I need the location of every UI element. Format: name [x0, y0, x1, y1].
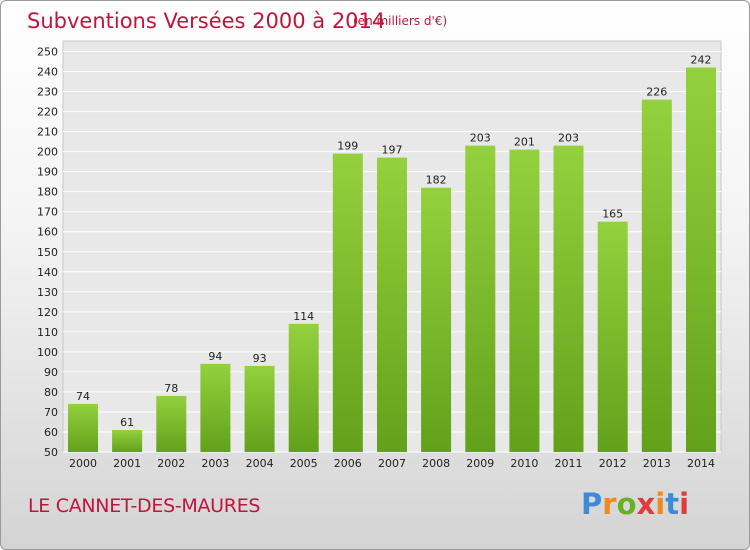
chart-title: Subventions Versées 2000 à 2014 [27, 9, 386, 33]
y-tick-label: 70 [44, 406, 58, 419]
bar-2007 [377, 157, 407, 452]
value-label-2009: 203 [470, 132, 491, 145]
y-tick-label: 150 [37, 246, 58, 259]
value-label-2005: 114 [293, 310, 314, 323]
y-tick-label: 180 [37, 186, 58, 199]
y-tick-label: 250 [37, 46, 58, 59]
value-label-2001: 61 [120, 416, 134, 429]
x-tick-label-2010: 2010 [510, 457, 538, 470]
y-tick-label: 210 [37, 126, 58, 139]
logo-letter: i [655, 487, 666, 521]
bar-2013 [641, 99, 672, 452]
y-tick-label: 240 [37, 66, 58, 79]
bar-2012 [597, 221, 628, 452]
x-tick-label-2012: 2012 [599, 457, 627, 470]
y-tick-label: 120 [37, 306, 58, 319]
value-labels: 74 61 78 94 93 114 199 197 182 203 201 203 165 226 242 [76, 54, 712, 430]
value-label-2008: 182 [426, 174, 447, 187]
logo-letter: o [616, 487, 637, 521]
commune-name: LE CANNET-DES-MAURES [28, 495, 261, 517]
proxiti-logo: Proxiti [581, 487, 689, 521]
y-tick-label: 140 [37, 266, 58, 279]
x-tick-label-2005: 2005 [290, 457, 318, 470]
bar-2003 [200, 363, 231, 452]
bar-2004 [244, 365, 275, 452]
bars [68, 67, 716, 452]
x-axis: 2000 2001 2002 2003 2004 2005 2006 2007 2008 2009… [69, 457, 715, 470]
x-tick-label-2001: 2001 [113, 457, 141, 470]
value-label-2014: 242 [691, 54, 712, 67]
chart-subtitle: (en milliers d'€) [353, 14, 448, 28]
value-label-2006: 199 [337, 140, 358, 153]
logo-letter: t [665, 487, 680, 521]
y-tick-label: 80 [44, 386, 58, 399]
value-label-2007: 197 [382, 144, 403, 157]
bar-2014 [686, 67, 716, 452]
y-tick-label: 130 [37, 286, 58, 299]
x-tick-label-2011: 2011 [555, 457, 583, 470]
bar-2001 [112, 430, 143, 452]
bar-2005 [288, 323, 319, 452]
x-tick-label-2000: 2000 [69, 457, 97, 470]
logo-letter: i [679, 487, 690, 521]
value-label-2003: 94 [208, 350, 222, 363]
bar-2009 [465, 145, 496, 452]
x-tick-label-2009: 2009 [466, 457, 494, 470]
y-tick-label: 160 [37, 226, 58, 239]
x-tick-label-2002: 2002 [157, 457, 185, 470]
y-tick-label: 170 [37, 206, 58, 219]
bar-2006 [332, 153, 363, 452]
bar-2010 [509, 149, 540, 452]
logo-letter: x [636, 487, 656, 521]
y-tick-label: 90 [44, 366, 58, 379]
x-tick-label-2003: 2003 [201, 457, 229, 470]
value-label-2012: 165 [602, 208, 623, 221]
y-tick-label: 60 [44, 426, 58, 439]
x-tick-label-2008: 2008 [422, 457, 450, 470]
value-label-2013: 226 [646, 86, 667, 99]
y-tick-label: 100 [37, 346, 58, 359]
x-tick-label-2004: 2004 [246, 457, 274, 470]
value-label-2000: 74 [76, 390, 90, 403]
y-tick-label: 220 [37, 106, 58, 119]
y-tick-label: 230 [37, 86, 58, 99]
y-tick-label: 200 [37, 146, 58, 159]
value-label-2004: 93 [253, 352, 267, 365]
x-tick-label-2014: 2014 [687, 457, 715, 470]
bar-2008 [421, 187, 452, 452]
logo-letter: r [602, 487, 617, 521]
value-label-2011: 203 [558, 132, 579, 145]
y-tick-label: 190 [37, 166, 58, 179]
value-label-2002: 78 [164, 382, 178, 395]
x-tick-label-2013: 2013 [643, 457, 671, 470]
logo-letter: P [581, 487, 603, 521]
x-tick-label-2007: 2007 [378, 457, 406, 470]
y-tick-label: 110 [37, 326, 58, 339]
x-tick-label-2006: 2006 [334, 457, 362, 470]
bar-2011 [553, 145, 584, 452]
bar-2000 [68, 403, 98, 452]
bar-2002 [156, 395, 187, 452]
y-axis: 50 60 70 80 90 100 110 120 130 140 150 160 170 180 190… [37, 46, 58, 460]
y-tick-label: 50 [44, 446, 58, 459]
value-label-2010: 201 [514, 136, 535, 149]
